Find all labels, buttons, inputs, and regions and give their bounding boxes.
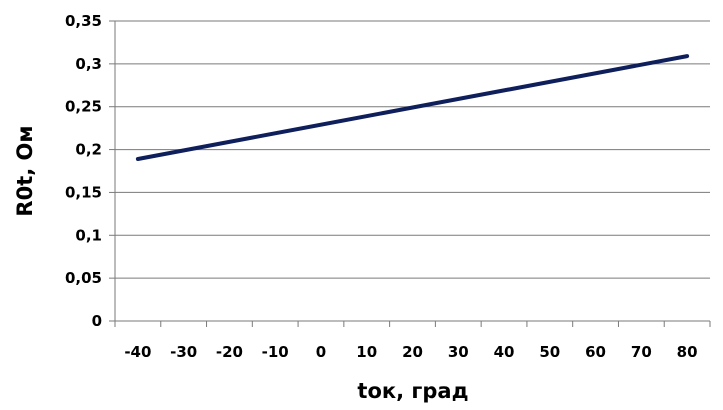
y-tick-label: 0,1 <box>75 226 102 244</box>
y-tick-label: 0,35 <box>65 12 102 30</box>
x-tick-label: 80 <box>677 343 698 361</box>
x-axis-title: tок, град <box>357 379 468 403</box>
y-axis-title: R0t, Ом <box>13 125 37 216</box>
x-tick-label: 60 <box>585 343 606 361</box>
x-tick-label: 50 <box>539 343 560 361</box>
ticks: 0 0,05 0,1 0,15 0,2 0,25 0,3 0,35 -40 -30 -20 -10 0 1… <box>65 12 711 361</box>
y-tick-label: 0,15 <box>65 183 102 201</box>
data-series <box>135 54 690 161</box>
x-tick-label: 30 <box>448 343 469 361</box>
x-tick-label: -20 <box>216 343 243 361</box>
x-tick-label: -30 <box>170 343 197 361</box>
x-tick-label: 10 <box>356 343 377 361</box>
y-tick-label: 0 <box>92 312 102 330</box>
y-tick-label: 0,05 <box>65 269 102 287</box>
x-tick-label: 20 <box>402 343 423 361</box>
y-tick-label: 0,3 <box>75 55 102 73</box>
x-tick-label: 0 <box>316 343 326 361</box>
axes <box>114 21 710 322</box>
series-line <box>135 54 690 161</box>
x-tick-label: -10 <box>262 343 289 361</box>
grid-lines <box>115 20 710 279</box>
x-tick-label: -40 <box>124 343 151 361</box>
y-tick-label: 0,2 <box>75 141 102 159</box>
y-tick-label: 0,25 <box>65 98 102 116</box>
x-tick-label: 70 <box>631 343 652 361</box>
x-tick-label: 40 <box>494 343 515 361</box>
